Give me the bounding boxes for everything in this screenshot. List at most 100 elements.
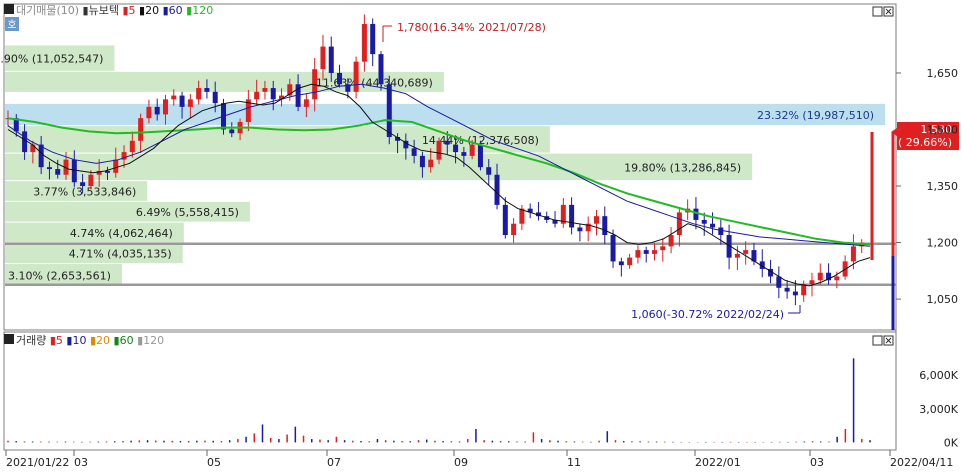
- y-axis-labels: 1,050 1,200 1,350 1,500 1,650 0K 3,000K 6,000K: [896, 67, 959, 449]
- ma20-line: [7, 83, 871, 287]
- candle-body: [162, 99, 168, 115]
- candle-body: [751, 250, 757, 262]
- price-tick-label: 1,350: [927, 180, 959, 193]
- price-tick-label: 1,500: [927, 124, 959, 137]
- candle-body: [593, 216, 599, 224]
- candle-body: [328, 46, 334, 73]
- candle-body: [419, 155, 425, 168]
- price-panel-window-buttons[interactable]: [872, 6, 894, 17]
- candle-body: [643, 250, 649, 254]
- x-tick-label: 11: [567, 456, 581, 468]
- volume-profile-label: 6.49% (5,558,415): [136, 206, 239, 219]
- candle-body: [30, 144, 36, 153]
- candle-body: [428, 159, 434, 168]
- candle-body: [635, 250, 641, 258]
- candle-body: [850, 246, 856, 262]
- candle-body: [361, 23, 367, 62]
- candle-body: [519, 208, 525, 224]
- close-icon-stroke-b: [885, 8, 892, 15]
- candle-body: [370, 23, 376, 55]
- badge-box[interactable]: [5, 17, 19, 31]
- volume-profile-band: [5, 222, 184, 243]
- candle-body: [378, 54, 384, 85]
- x-tick-label: 07: [327, 456, 341, 468]
- volume-panel-menu-icon[interactable]: [4, 334, 14, 344]
- candle-body: [146, 106, 152, 119]
- candle-body: [502, 204, 508, 236]
- candle-body: [602, 216, 608, 236]
- badge-label: 호: [7, 19, 16, 31]
- candle-body: [55, 169, 61, 175]
- x-tick-label: 2021/01/22: [6, 456, 69, 468]
- candle-body: [262, 88, 268, 92]
- candle-body: [660, 246, 666, 251]
- maximize-icon[interactable]: [872, 6, 883, 17]
- candle-body: [535, 212, 541, 217]
- candle-body: [652, 250, 657, 254]
- candle-body: [801, 284, 807, 296]
- volume-profile-band: [5, 243, 183, 264]
- x-axis-labels: 2021/01/22 03 05 07 09 11 2022/01 03 2022/04/11: [5, 450, 953, 469]
- candle-body: [38, 144, 44, 168]
- low-label: 1,060(-30.72% 2022/02/24): [631, 308, 784, 321]
- candle-body: [204, 88, 210, 92]
- volume-tick-label: 3,000K: [919, 403, 958, 416]
- candle-body: [734, 253, 740, 258]
- x-tick-label: 03: [74, 456, 88, 468]
- price-panel-menu-icon[interactable]: [4, 4, 14, 14]
- candle-body: [179, 95, 185, 107]
- candle-body: [826, 272, 832, 281]
- x-tick-label: 2022/04/11: [890, 456, 953, 468]
- volume-profile-label: 3.77% (3,533,846): [33, 185, 136, 198]
- volume-panel-window-buttons[interactable]: [872, 335, 894, 346]
- maximize-icon[interactable]: [872, 335, 883, 346]
- current-price-pointer: [891, 128, 897, 136]
- candle-body: [254, 91, 260, 100]
- legend-item: ▮뉴보텍: [79, 4, 119, 17]
- legend-item: ▮120: [183, 4, 214, 17]
- candle-body: [718, 227, 724, 236]
- legend-item: ▮20: [86, 334, 110, 347]
- candle-body: [668, 235, 674, 247]
- candle-body: [477, 144, 483, 168]
- legend-item: ▮60: [159, 4, 183, 17]
- current-price-box: [897, 122, 959, 150]
- x-tick-label: 09: [454, 456, 468, 468]
- candle-body: [792, 291, 798, 296]
- candle-body: [196, 88, 202, 100]
- candle-body: [279, 95, 285, 100]
- candle-body: [834, 276, 840, 281]
- candle-body: [337, 72, 343, 85]
- candle-body: [96, 170, 102, 175]
- volume-profile-band: [5, 181, 148, 201]
- candle-body: [436, 140, 442, 160]
- volume-profile-label: 23.32% (19,987,510): [757, 109, 874, 122]
- volume-tick-label: 0K: [944, 436, 959, 449]
- candle-body: [113, 159, 119, 173]
- candle-body: [154, 106, 160, 115]
- candle-body: [560, 204, 566, 224]
- volume-legend: 거래량 ▮5 ▮10 ▮20 ▮60 ▮120: [16, 334, 164, 347]
- legend-item: ▮5: [46, 334, 63, 347]
- close-icon-stroke-b: [885, 337, 892, 344]
- candle-body: [726, 235, 732, 258]
- legend-item: ▮60: [110, 334, 134, 347]
- ma60-line: [7, 83, 871, 247]
- candle-body: [618, 261, 624, 266]
- volume-profile-band: [5, 201, 250, 222]
- candle-body: [569, 204, 575, 228]
- candle-body: [320, 46, 326, 70]
- current-price-label: 1,530: [921, 123, 953, 136]
- volume-profile-band: [5, 45, 115, 71]
- legend-item: ▮10: [63, 334, 87, 347]
- candle-body: [287, 84, 293, 96]
- candle-body: [353, 61, 359, 92]
- candle-body: [63, 159, 69, 175]
- moving-averages: [7, 83, 871, 287]
- candle-body: [527, 208, 533, 213]
- candle-body: [411, 148, 417, 156]
- candle-body: [312, 69, 318, 100]
- ma120-line: [7, 117, 871, 246]
- candle-body: [229, 129, 235, 134]
- volume-profile-label: 4.74% (4,062,464): [70, 227, 173, 240]
